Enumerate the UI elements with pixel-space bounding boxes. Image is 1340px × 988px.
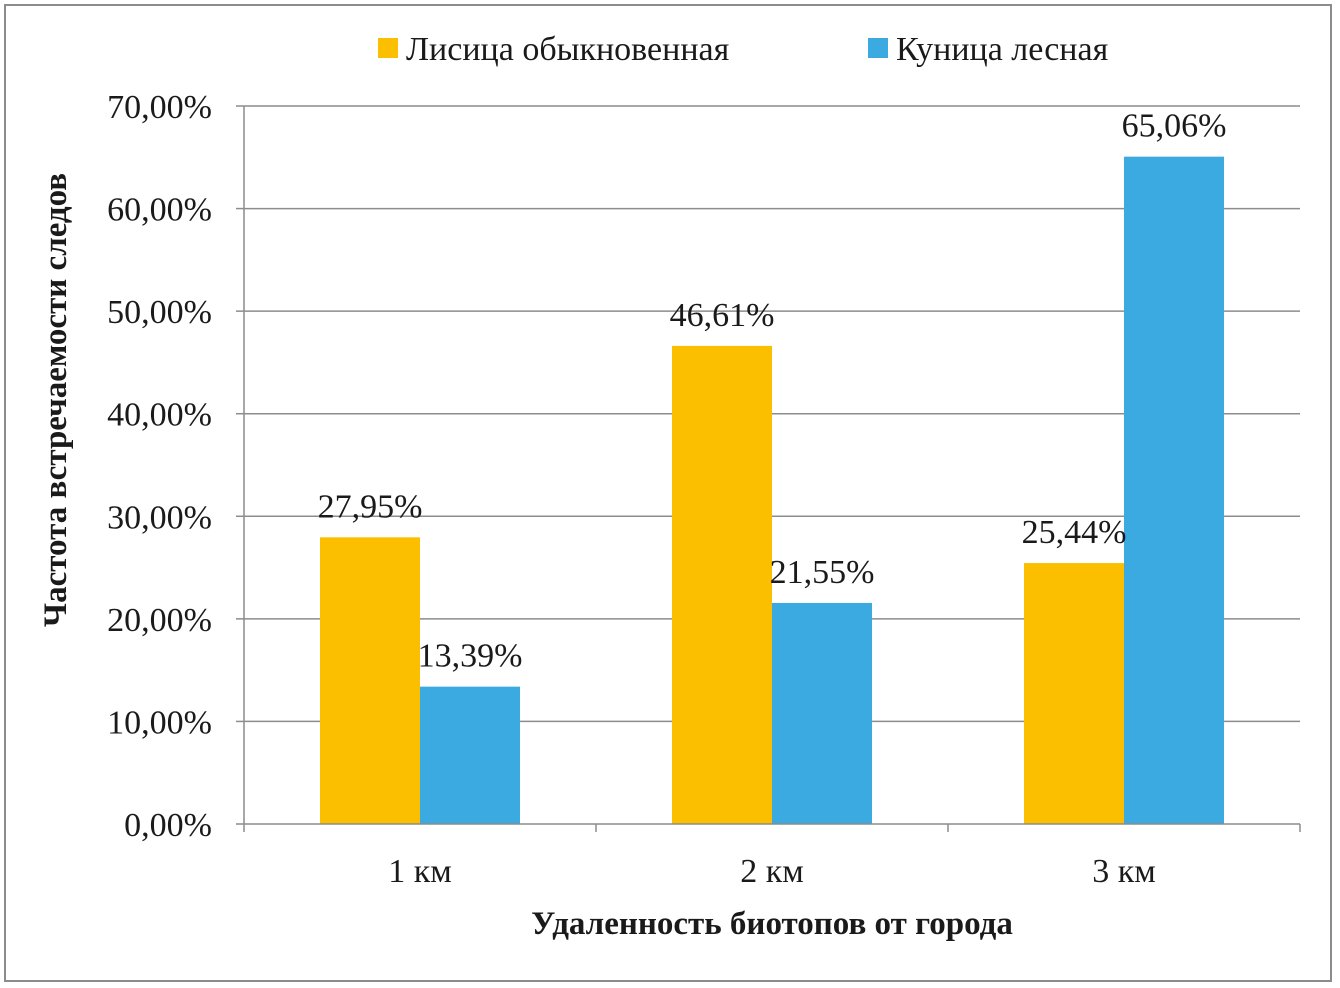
y-tick-labels: 0,00% 10,00% 20,00% 30,00% 40,00% 50,00% 60,00… bbox=[107, 89, 212, 844]
y-axis-title: Частота встречаемости следов bbox=[38, 173, 74, 627]
data-label: 21,55% bbox=[770, 554, 875, 591]
data-label: 25,44% bbox=[1022, 514, 1127, 551]
bar bbox=[672, 346, 772, 824]
y-tick-label: 30,00% bbox=[107, 499, 212, 536]
bar bbox=[1024, 563, 1124, 824]
legend-label: Куница лесная bbox=[896, 31, 1109, 68]
y-tick-label: 0,00% bbox=[124, 807, 212, 844]
bar bbox=[1124, 157, 1224, 824]
legend-swatch bbox=[378, 38, 398, 58]
x-tick-label: 3 км bbox=[1092, 853, 1156, 890]
data-label: 65,06% bbox=[1122, 108, 1227, 145]
x-tick-label: 1 км bbox=[388, 853, 452, 890]
y-tick-label: 50,00% bbox=[107, 294, 212, 331]
y-tick-label: 10,00% bbox=[107, 704, 212, 741]
x-axis-title: Удаленность биотопов от города bbox=[531, 906, 1013, 942]
data-label: 13,39% bbox=[418, 638, 523, 675]
legend-swatch bbox=[868, 38, 888, 58]
data-label: 27,95% bbox=[318, 488, 423, 525]
y-tick-label: 40,00% bbox=[107, 397, 212, 434]
bars bbox=[320, 157, 1224, 824]
bar bbox=[772, 603, 872, 824]
x-tick-label: 2 км bbox=[740, 853, 804, 890]
y-tick-label: 60,00% bbox=[107, 192, 212, 229]
x-tick-labels: 1 км 2 км 3 км bbox=[388, 853, 1156, 890]
legend: Лисица обыкновенная Куница лесная bbox=[378, 31, 1109, 68]
bar bbox=[420, 687, 520, 824]
legend-label: Лисица обыкновенная bbox=[406, 31, 730, 68]
y-tick-label: 70,00% bbox=[107, 89, 212, 126]
data-label: 46,61% bbox=[670, 297, 775, 334]
y-tick-label: 20,00% bbox=[107, 602, 212, 639]
bar bbox=[320, 537, 420, 824]
